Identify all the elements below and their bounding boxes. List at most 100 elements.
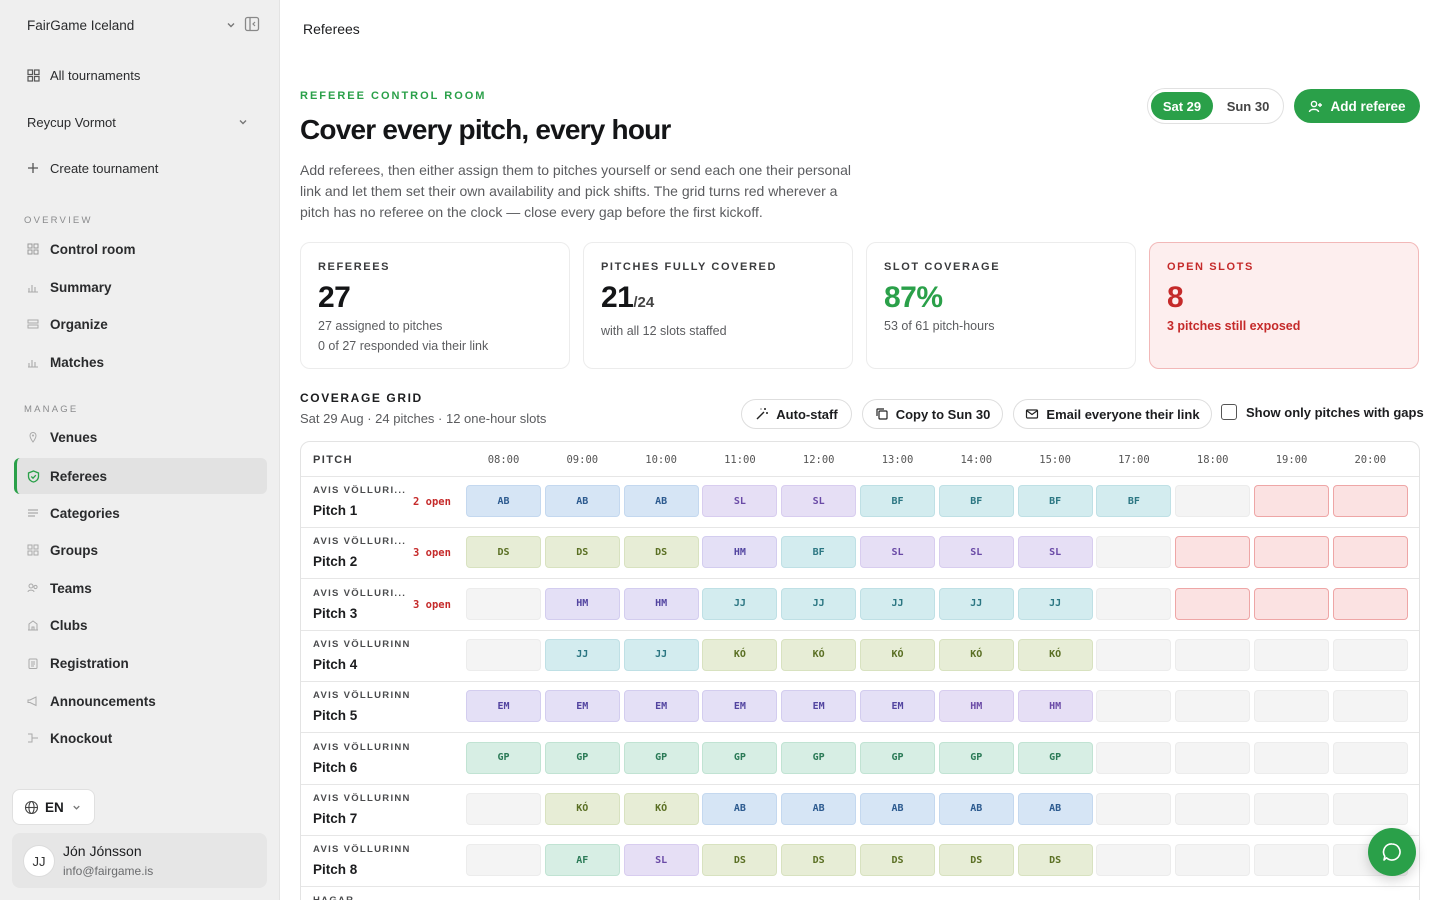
- assigned-slot-cell[interactable]: GP: [466, 741, 541, 774]
- checkbox-box[interactable]: [1221, 404, 1237, 420]
- assigned-slot-cell[interactable]: SL: [781, 485, 857, 517]
- assigned-slot-cell[interactable]: DS: [1017, 844, 1093, 877]
- assigned-slot-cell[interactable]: DS: [938, 844, 1014, 877]
- assigned-slot-cell[interactable]: BF: [1017, 485, 1093, 517]
- sidebar-item-control-room[interactable]: Control room: [14, 231, 267, 267]
- gaps-only-checkbox[interactable]: Show only pitches with gaps: [1221, 404, 1424, 420]
- sidebar-item-matches[interactable]: Matches: [14, 344, 267, 380]
- empty-slot-cell[interactable]: [1332, 741, 1408, 774]
- sidebar-item-organize[interactable]: Organize: [14, 306, 267, 342]
- sidebar-item-venues[interactable]: Venues: [14, 419, 267, 455]
- empty-slot-cell[interactable]: [1096, 792, 1172, 825]
- sidebar-item-categories[interactable]: Categories: [14, 495, 267, 531]
- sidebar-item-referees[interactable]: Referees: [14, 458, 267, 494]
- empty-slot-cell[interactable]: [1096, 844, 1172, 877]
- sidebar-item-announcements[interactable]: Announcements: [14, 683, 267, 719]
- assigned-slot-cell[interactable]: KÓ: [781, 638, 857, 671]
- empty-slot-cell[interactable]: [1332, 638, 1408, 671]
- assigned-slot-cell[interactable]: AB: [466, 485, 541, 517]
- sidebar-collapse-icon[interactable]: [244, 16, 260, 32]
- sidebar-item-all-tournaments[interactable]: All tournaments: [14, 57, 267, 93]
- assigned-slot-cell[interactable]: EM: [466, 690, 541, 723]
- assigned-slot-cell[interactable]: HM: [623, 587, 699, 620]
- empty-slot-cell[interactable]: [1254, 690, 1329, 723]
- assigned-slot-cell[interactable]: SL: [938, 536, 1014, 569]
- assigned-slot-cell[interactable]: BF: [781, 536, 857, 569]
- empty-slot-cell[interactable]: [1096, 536, 1172, 569]
- gap-slot-cell[interactable]: [1175, 587, 1251, 620]
- add-referee-button[interactable]: Add referee: [1294, 89, 1420, 123]
- assigned-slot-cell[interactable]: GP: [702, 741, 778, 774]
- empty-slot-cell[interactable]: [1175, 638, 1251, 671]
- assigned-slot-cell[interactable]: DS: [623, 536, 699, 569]
- empty-slot-cell[interactable]: [1096, 690, 1172, 723]
- sidebar-item-summary[interactable]: Summary: [14, 269, 267, 305]
- assigned-slot-cell[interactable]: BF: [938, 485, 1014, 517]
- day-option-selected[interactable]: Sat 29: [1151, 92, 1213, 120]
- assigned-slot-cell[interactable]: SL: [860, 536, 935, 569]
- assigned-slot-cell[interactable]: DS: [702, 844, 778, 877]
- assigned-slot-cell[interactable]: KÓ: [860, 638, 935, 671]
- assigned-slot-cell[interactable]: GP: [860, 741, 935, 774]
- assigned-slot-cell[interactable]: KÓ: [623, 792, 699, 825]
- empty-slot-cell[interactable]: [466, 638, 541, 671]
- auto-staff-button[interactable]: Auto-staff: [741, 399, 852, 429]
- assigned-slot-cell[interactable]: SL: [702, 485, 778, 517]
- language-selector[interactable]: EN: [12, 789, 95, 825]
- sidebar-item-create-tournament[interactable]: Create tournament: [14, 150, 267, 186]
- gap-slot-cell[interactable]: [1254, 536, 1329, 569]
- empty-slot-cell[interactable]: [1332, 690, 1408, 723]
- sidebar-item-registration[interactable]: Registration: [14, 645, 267, 681]
- assigned-slot-cell[interactable]: EM: [702, 690, 778, 723]
- assigned-slot-cell[interactable]: HM: [938, 690, 1014, 723]
- assigned-slot-cell[interactable]: EM: [860, 690, 935, 723]
- assigned-slot-cell[interactable]: AB: [938, 792, 1014, 825]
- assigned-slot-cell[interactable]: DS: [860, 844, 935, 877]
- assigned-slot-cell[interactable]: AF: [544, 844, 620, 877]
- gap-slot-cell[interactable]: [1332, 536, 1408, 569]
- empty-slot-cell[interactable]: [1254, 844, 1329, 877]
- org-switcher[interactable]: FairGame Iceland: [27, 14, 267, 36]
- assigned-slot-cell[interactable]: JJ: [781, 587, 857, 620]
- assigned-slot-cell[interactable]: SL: [623, 844, 699, 877]
- assigned-slot-cell[interactable]: EM: [623, 690, 699, 723]
- assigned-slot-cell[interactable]: GP: [781, 741, 857, 774]
- assigned-slot-cell[interactable]: BF: [1096, 485, 1172, 517]
- copy-day-button[interactable]: Copy to Sun 30: [862, 399, 1003, 429]
- assigned-slot-cell[interactable]: SL: [1017, 536, 1093, 569]
- assigned-slot-cell[interactable]: BF: [860, 485, 935, 517]
- assigned-slot-cell[interactable]: KÓ: [702, 638, 778, 671]
- empty-slot-cell[interactable]: [1254, 741, 1329, 774]
- sidebar-item-knockout[interactable]: Knockout: [14, 720, 267, 756]
- chat-button[interactable]: [1368, 828, 1416, 876]
- day-option-other[interactable]: Sun 30: [1226, 98, 1270, 114]
- email-all-button[interactable]: Email everyone their link: [1013, 399, 1212, 429]
- assigned-slot-cell[interactable]: JJ: [860, 587, 935, 620]
- empty-slot-cell[interactable]: [1254, 792, 1329, 825]
- sidebar-item-clubs[interactable]: Clubs: [14, 607, 267, 643]
- gap-slot-cell[interactable]: [1175, 536, 1251, 569]
- user-card[interactable]: JJ Jón Jónsson info@fairgame.is: [12, 833, 267, 888]
- empty-slot-cell[interactable]: [1096, 741, 1172, 774]
- assigned-slot-cell[interactable]: DS: [781, 844, 857, 877]
- assigned-slot-cell[interactable]: DS: [466, 536, 541, 569]
- assigned-slot-cell[interactable]: JJ: [938, 587, 1014, 620]
- assigned-slot-cell[interactable]: JJ: [1017, 587, 1093, 620]
- empty-slot-cell[interactable]: [1096, 638, 1172, 671]
- assigned-slot-cell[interactable]: HM: [1017, 690, 1093, 723]
- assigned-slot-cell[interactable]: GP: [623, 741, 699, 774]
- empty-slot-cell[interactable]: [1175, 844, 1251, 877]
- assigned-slot-cell[interactable]: HM: [544, 587, 620, 620]
- empty-slot-cell[interactable]: [466, 587, 541, 620]
- gap-slot-cell[interactable]: [1332, 485, 1408, 517]
- assigned-slot-cell[interactable]: KÓ: [938, 638, 1014, 671]
- assigned-slot-cell[interactable]: JJ: [544, 638, 620, 671]
- assigned-slot-cell[interactable]: EM: [781, 690, 857, 723]
- assigned-slot-cell[interactable]: GP: [1017, 741, 1093, 774]
- assigned-slot-cell[interactable]: KÓ: [1017, 638, 1093, 671]
- assigned-slot-cell[interactable]: AB: [781, 792, 857, 825]
- tournament-switcher[interactable]: Reycup Vormot: [27, 112, 249, 132]
- assigned-slot-cell[interactable]: JJ: [623, 638, 699, 671]
- empty-slot-cell[interactable]: [1096, 587, 1172, 620]
- gap-slot-cell[interactable]: [1254, 587, 1329, 620]
